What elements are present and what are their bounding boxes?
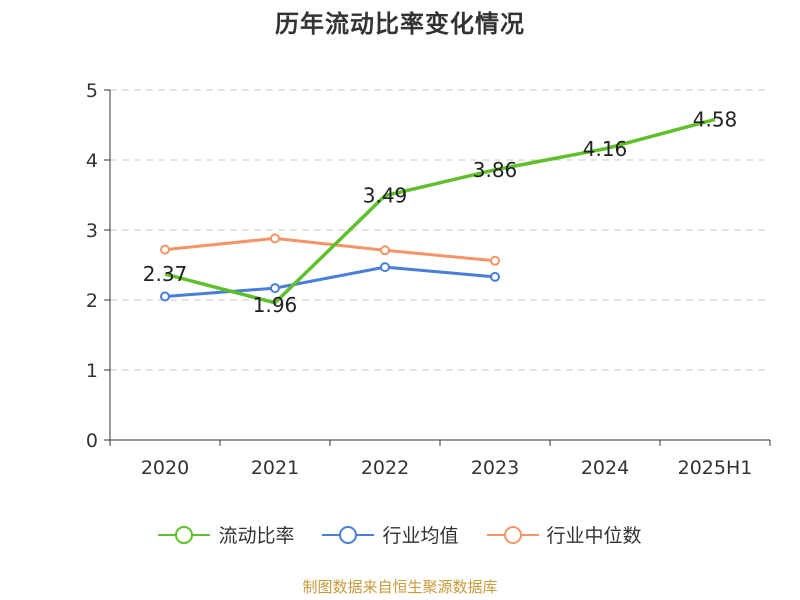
- legend: 流动比率 行业均值 行业中位数: [0, 521, 800, 548]
- data-label: 2.37: [143, 262, 188, 286]
- y-tick-label: 1: [86, 360, 98, 382]
- axes: 0 1 2 3 4 5 2020 2021 2022 2023 2024 2025H1: [86, 80, 771, 479]
- data-label: 1.96: [253, 293, 298, 317]
- x-tick-label: 2024: [581, 457, 629, 479]
- legend-swatch-icon: [322, 525, 375, 544]
- data-label: 4.16: [583, 137, 628, 161]
- series-line-1: [164, 265, 496, 298]
- data-point: [380, 245, 390, 256]
- x-tick-label: 2023: [471, 457, 519, 479]
- data-label: 3.49: [363, 184, 408, 208]
- y-tick-label: 5: [86, 80, 98, 102]
- x-tick-label: 2022: [361, 457, 409, 479]
- series-line-0: [164, 117, 716, 305]
- y-tick-label: 3: [86, 220, 98, 242]
- legend-item[interactable]: 行业均值: [322, 521, 459, 548]
- legend-item[interactable]: 流动比率: [158, 521, 294, 548]
- grid-lines: [110, 89, 770, 371]
- x-tick-label: 2025H1: [678, 457, 753, 479]
- legend-label: 流动比率: [218, 525, 295, 547]
- y-tick-label: 2: [86, 290, 98, 312]
- data-label: 4.58: [693, 107, 738, 131]
- y-tick-label: 4: [86, 150, 98, 172]
- data-point: [490, 271, 500, 282]
- data-point: [380, 262, 390, 273]
- data-point: [160, 244, 170, 255]
- legend-swatch-icon: [486, 525, 539, 544]
- legend-item[interactable]: 行业中位数: [486, 521, 642, 548]
- data-point: [160, 291, 170, 302]
- data-source-note: 制图数据来自恒生聚源数据库: [302, 578, 498, 596]
- legend-swatch-icon: [158, 525, 211, 544]
- legend-label: 行业均值: [382, 525, 459, 547]
- data-label: 3.86: [473, 158, 518, 182]
- x-tick-label: 2020: [141, 457, 189, 479]
- data-point: [270, 233, 280, 244]
- data-point: [490, 255, 500, 266]
- data-labels: 2.37 1.96 3.49 3.86 4.16 4.58: [143, 107, 738, 316]
- chart-title: 历年流动比率变化情况: [275, 10, 525, 38]
- x-tick-label: 2021: [251, 457, 299, 479]
- series-lines: [160, 117, 716, 305]
- data-point: [270, 283, 280, 294]
- series-line-2: [164, 236, 496, 263]
- y-tick-label: 0: [86, 430, 98, 452]
- legend-label: 行业中位数: [546, 525, 642, 547]
